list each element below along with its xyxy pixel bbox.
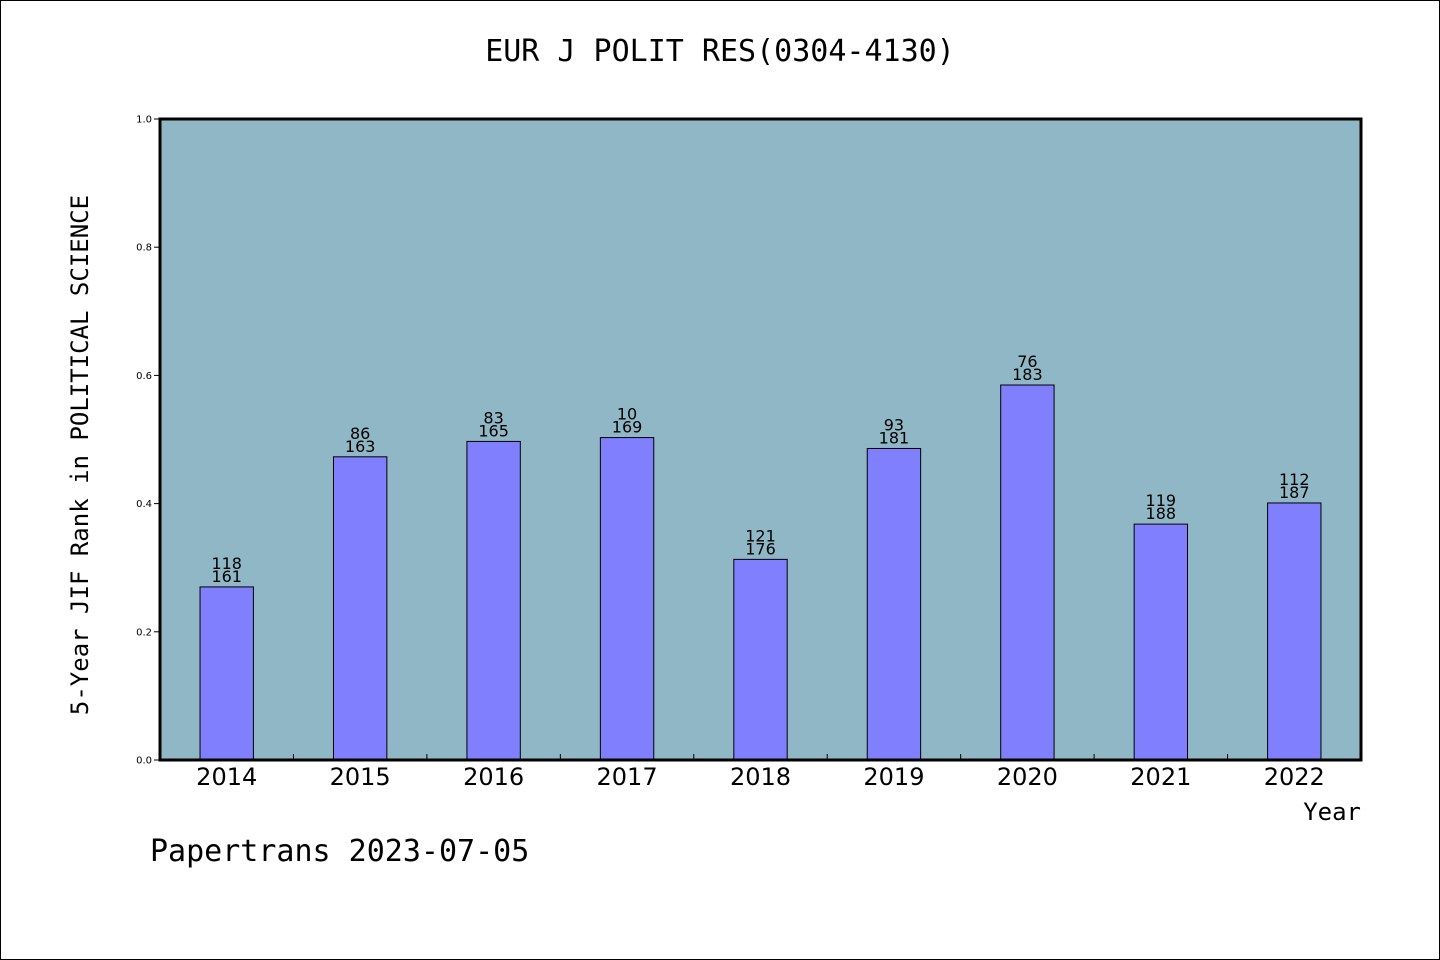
bar-total-label: 183	[1012, 365, 1043, 384]
bar-2015	[332, 456, 388, 761]
y-tick-label: 0.0	[136, 756, 152, 767]
x-tick-label: 2019	[863, 763, 924, 791]
x-tick-label: 2014	[196, 763, 257, 791]
y-tick-label: 1.0	[136, 115, 152, 126]
x-axis-title: Year	[1303, 798, 1361, 826]
bar-total-label: 176	[745, 539, 776, 558]
x-tick-label: 2017	[597, 763, 658, 791]
x-tick-label: 2021	[1130, 763, 1191, 791]
bar-rank-label: 118	[211, 554, 242, 573]
bar-rank-label: 10	[617, 405, 637, 424]
bar-2018	[733, 558, 788, 761]
x-tick-label: 2015	[330, 763, 391, 791]
bar-total-label: 163	[345, 437, 376, 456]
x-tick-label: 2018	[730, 763, 791, 791]
bar-total-label: 161	[211, 567, 242, 586]
x-tick-label: 2020	[997, 763, 1058, 791]
bar-2019	[866, 447, 922, 761]
bar-total-label: 169	[612, 418, 643, 437]
chart-title: EUR J POLIT RES(0304-4130)	[485, 34, 955, 69]
bar-total-label: 181	[879, 428, 910, 447]
y-tick-label: 0.4	[136, 499, 152, 510]
y-tick-label: 0.8	[136, 243, 152, 254]
bar-rank-label: 86	[350, 424, 370, 443]
bar-rank-label: 119	[1146, 491, 1177, 510]
footer-note: Papertrans 2023-07-05	[150, 834, 530, 869]
bar-2014	[199, 586, 254, 761]
bar-total-label: 188	[1146, 504, 1177, 523]
x-tick-label: 2022	[1264, 763, 1325, 791]
bar-2020	[1000, 384, 1055, 761]
bar-rank-label: 93	[884, 415, 904, 434]
plot-border	[158, 117, 1363, 762]
y-tick-label: 0.2	[136, 627, 152, 638]
bar-total-label: 187	[1279, 483, 1310, 502]
bar-2016	[466, 440, 521, 761]
y-tick-label: 0.6	[136, 371, 152, 382]
bar-2022	[1267, 502, 1322, 761]
bar-rank-label: 112	[1279, 470, 1310, 489]
bar-total-label: 165	[478, 421, 509, 440]
bar-2017	[599, 437, 655, 761]
bar-rank-label: 83	[483, 408, 503, 427]
x-tick-label: 2016	[463, 763, 524, 791]
bar-rank-label: 121	[745, 526, 776, 545]
bar-2021	[1133, 523, 1189, 761]
bar-rank-label: 76	[1017, 352, 1037, 371]
